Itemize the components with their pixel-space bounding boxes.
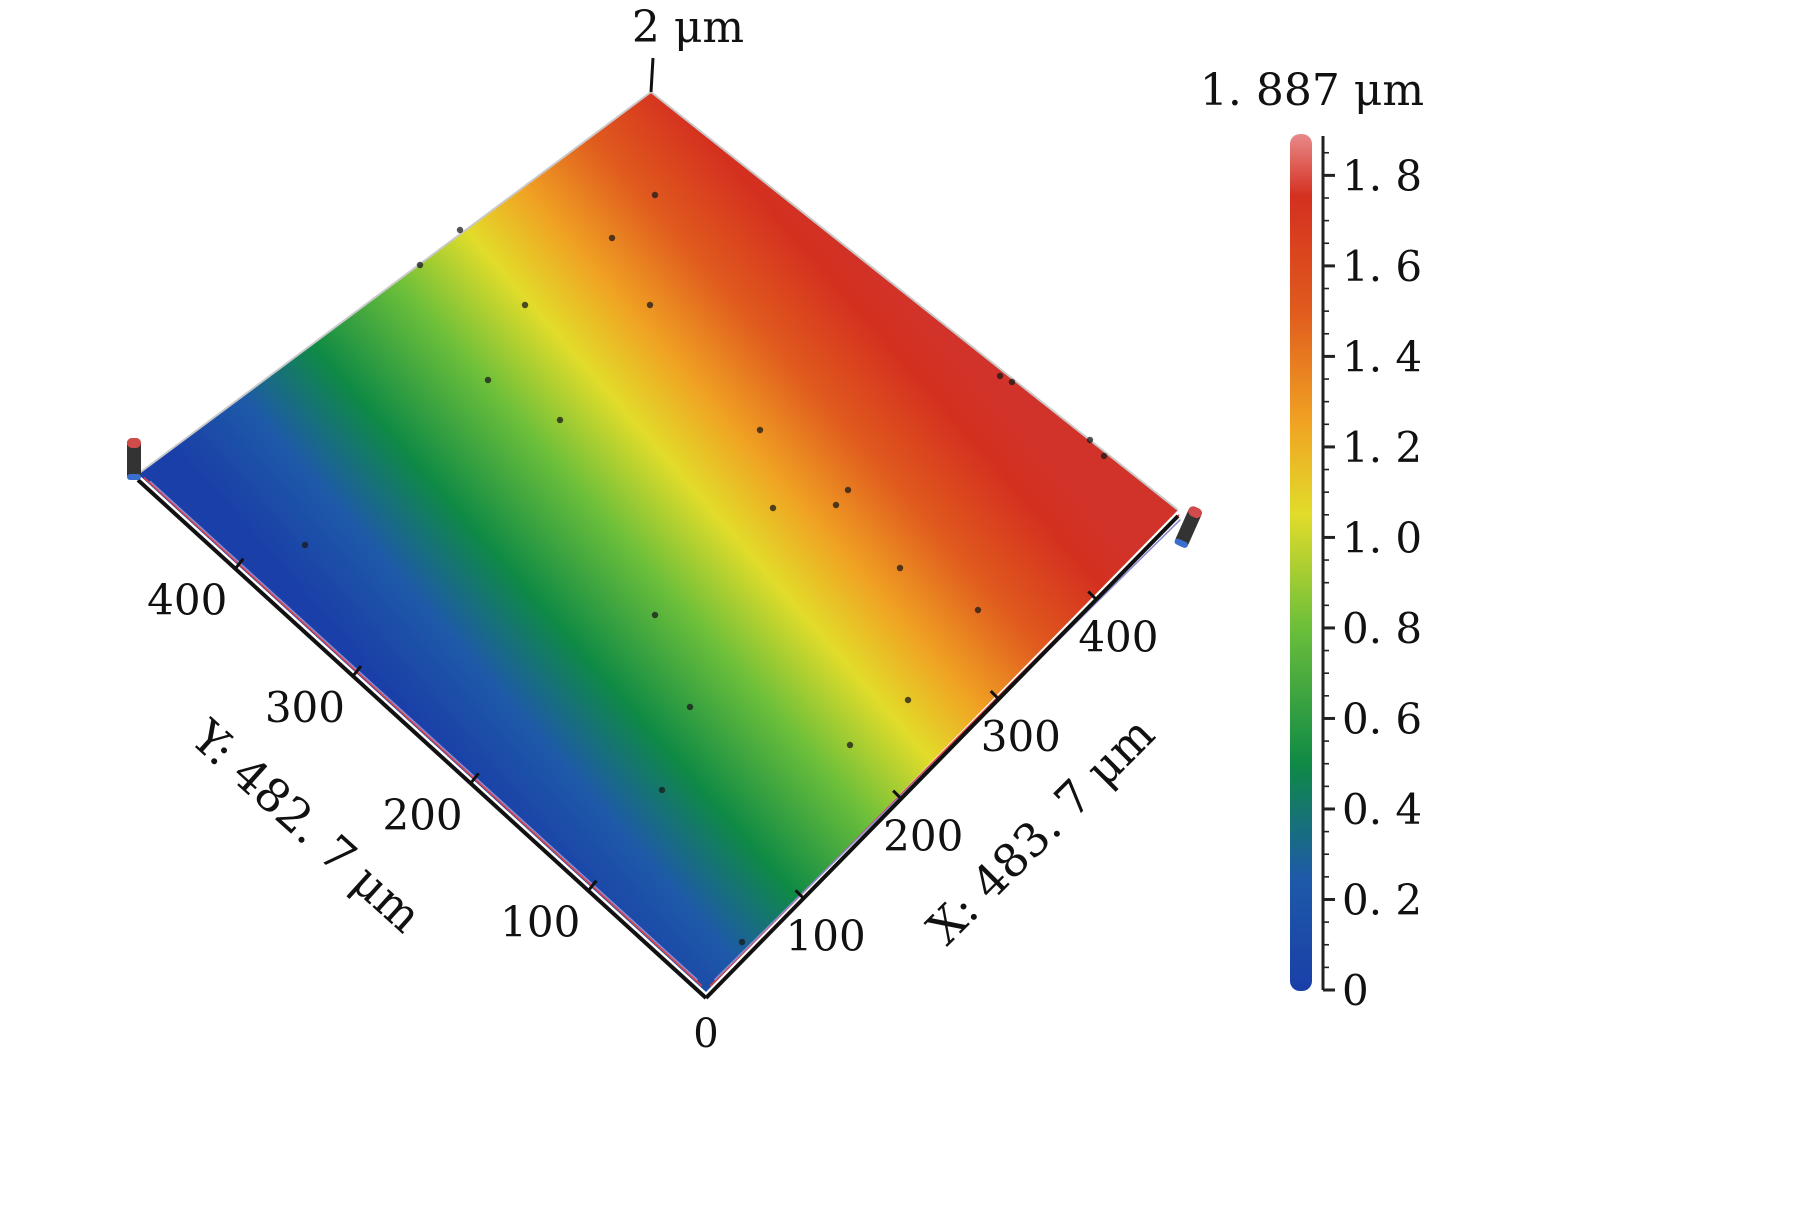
- colorbar-tick-label: 1. 2: [1342, 423, 1422, 472]
- colorbar-tick-labels: 0 0. 2 0. 4 0. 6 0. 8 1. 0 1. 2 1. 4 1. 6 1. 8: [1342, 151, 1422, 1015]
- surface-speck: [846, 741, 854, 749]
- colorbar-tick-label: 1. 8: [1342, 151, 1422, 200]
- surface-speck: [416, 261, 424, 269]
- x-axis-ticks: [794, 590, 1098, 900]
- y-tick: [469, 772, 480, 785]
- y-axis-tick-labels: 100 200 300 400: [147, 576, 580, 947]
- x-tick: [989, 689, 1000, 701]
- colorbar-tick-label: 0. 2: [1342, 875, 1422, 924]
- surface-speck: [844, 486, 852, 494]
- surface-speck: [738, 938, 746, 946]
- post-base: [1174, 538, 1188, 548]
- surface-speck: [456, 226, 464, 234]
- y-tick-label: 100: [500, 898, 580, 947]
- surface-speck: [996, 372, 1004, 380]
- y-tick-label: 300: [265, 683, 345, 732]
- surface-speck: [904, 696, 912, 704]
- surface-speck: [651, 191, 659, 199]
- y-tick: [234, 557, 245, 570]
- surface-speck: [896, 564, 904, 572]
- corner-post-left: [127, 438, 141, 480]
- surface-speck: [1086, 436, 1094, 444]
- x-tick: [794, 889, 805, 900]
- surface-speck: [521, 301, 529, 309]
- z-axis-line: [649, 57, 655, 93]
- post-body: [127, 438, 141, 480]
- colorbar-tick-label: 0. 8: [1342, 604, 1422, 653]
- surface-speck: [608, 234, 616, 242]
- y-frame-line: [149, 480, 699, 981]
- surface-speck: [686, 703, 694, 711]
- surface-speckles: [301, 191, 1108, 946]
- post-cap: [1188, 506, 1202, 519]
- y-tick: [587, 879, 598, 892]
- surface-speck: [646, 301, 654, 309]
- colorbar-ticks: [1323, 151, 1335, 992]
- post-base: [127, 474, 141, 480]
- colorbar-tick-label: 0. 6: [1342, 694, 1422, 743]
- x-tick-label: 200: [883, 812, 963, 861]
- surface-speck: [769, 504, 777, 512]
- colorbar: [1290, 134, 1312, 991]
- y-frame-line: [143, 477, 703, 987]
- z-axis-label: 2 μm: [632, 2, 744, 53]
- x-tick-label: 100: [786, 911, 866, 960]
- y-tick-label: 200: [382, 790, 462, 839]
- y-tick: [351, 665, 363, 677]
- colorbar-tick-label: 1. 4: [1342, 332, 1422, 381]
- x-tick-label: 300: [981, 712, 1061, 761]
- surface-speck: [556, 416, 564, 424]
- surface-speck: [301, 541, 309, 549]
- surface-speck: [756, 426, 764, 434]
- surface-speck: [1008, 378, 1016, 386]
- post-cap: [127, 438, 141, 448]
- y-axis-line: [136, 478, 708, 1000]
- y-tick-label: 400: [147, 576, 227, 625]
- surface-speck: [974, 606, 982, 614]
- surface-face: [138, 92, 1178, 992]
- y-axis-ticks: [234, 557, 598, 892]
- x-tick: [892, 789, 903, 800]
- surface-speck: [484, 376, 492, 384]
- colorbar-tick-label: 1. 0: [1342, 513, 1422, 562]
- surface-speck: [832, 501, 840, 509]
- x-axis-line: [704, 514, 1180, 1000]
- x-tick-label: 400: [1078, 612, 1158, 661]
- surface-speck: [651, 611, 659, 619]
- colorbar-max-label: 1. 887 μm: [1200, 65, 1424, 116]
- surface-speck: [658, 786, 666, 794]
- corner-post-right: [1174, 506, 1202, 548]
- surface-speck: [1100, 452, 1108, 460]
- origin-label: 0: [693, 1011, 718, 1057]
- colorbar-tick-label: 0: [1342, 966, 1369, 1015]
- colorbar-tick-label: 1. 6: [1342, 242, 1422, 291]
- x-axis-tick-labels: 100 200 300 400: [786, 612, 1159, 960]
- x-tick: [1087, 590, 1098, 601]
- colorbar-tick-label: 0. 4: [1342, 785, 1422, 834]
